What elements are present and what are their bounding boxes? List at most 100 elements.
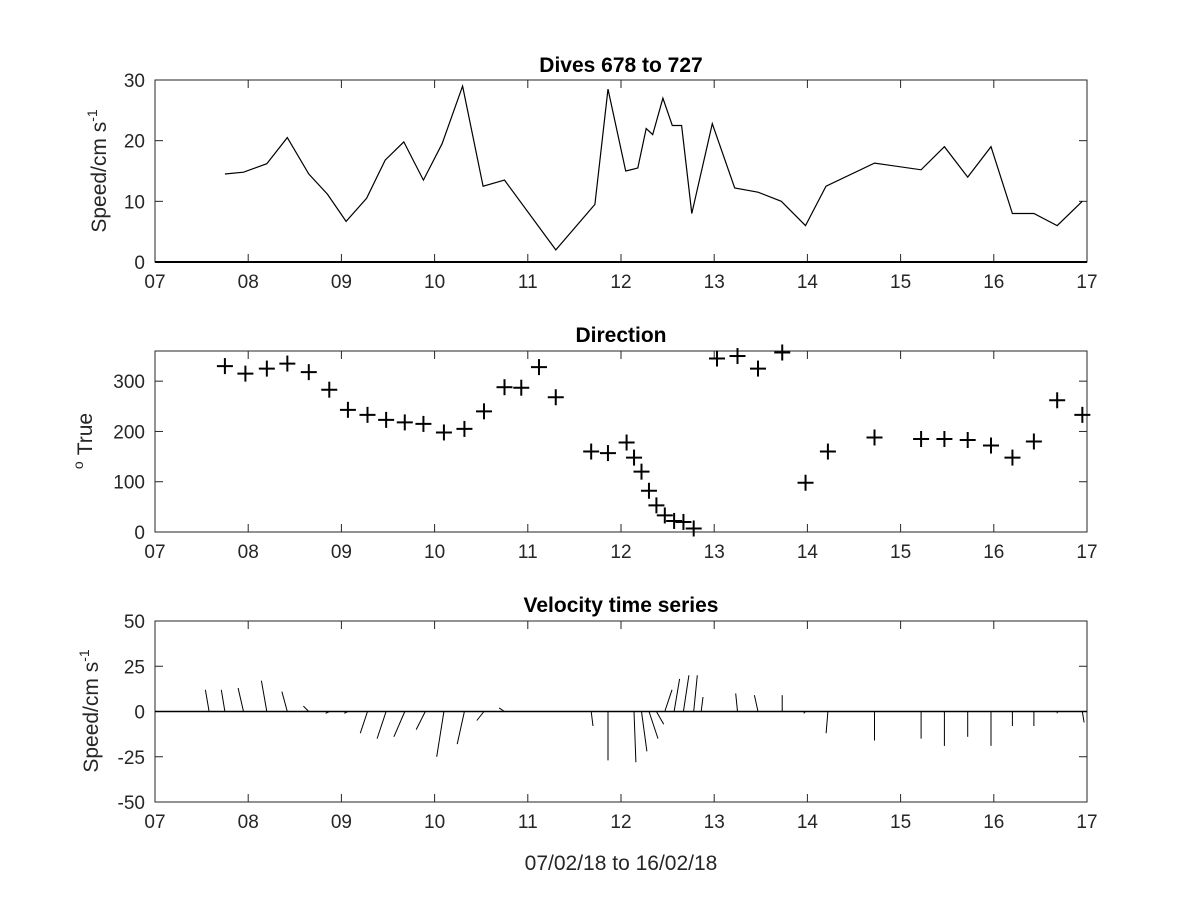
direction-point <box>633 463 650 480</box>
panel-direction-frame <box>154 350 1088 533</box>
velocity-xtick-label: 09 <box>331 812 352 833</box>
direction-xtick-label: 14 <box>797 542 819 563</box>
velocity-stick <box>700 696 704 712</box>
panel-speed: Dives 678 to 727 0 10 20 30 07 08 09 10 11 12 13 1… <box>84 54 1098 293</box>
velocity-stick <box>359 711 368 734</box>
velocity-stick <box>590 711 594 727</box>
velocity-stick <box>641 711 648 752</box>
velocity-stick <box>476 711 485 721</box>
direction-xtick-label: 12 <box>610 542 631 563</box>
direction-point <box>675 513 692 530</box>
direction-point <box>959 431 976 448</box>
panel-velocity-yticks: -50 -25 0 25 50 <box>118 612 1087 814</box>
speed-xtick-label: 09 <box>331 272 352 293</box>
direction-point <box>415 415 432 432</box>
direction-point <box>936 430 953 447</box>
panel-speed-ylabel-sup: -1 <box>84 109 100 122</box>
velocity-ytick-label: 25 <box>124 657 145 678</box>
velocity-stick <box>682 675 690 712</box>
direction-point <box>258 360 275 377</box>
velocity-ytick-label: -50 <box>118 793 145 814</box>
velocity-stick <box>260 680 268 712</box>
velocity-xtick-label: 07 <box>144 812 165 833</box>
velocity-stick <box>633 711 637 763</box>
velocity-stick <box>344 711 349 714</box>
direction-point <box>866 429 883 446</box>
speed-ytick-label: 10 <box>124 192 145 213</box>
panel-direction-ylabel: o True <box>70 413 97 469</box>
velocity-xtick-label: 08 <box>238 812 259 833</box>
velocity-stick <box>281 691 288 712</box>
direction-point <box>819 443 836 460</box>
panel-speed-marks <box>155 83 1087 263</box>
direction-xtick-label: 17 <box>1076 542 1097 563</box>
panel-velocity-title: Velocity time series <box>524 594 719 617</box>
direction-point <box>1004 449 1021 466</box>
velocity-stick <box>803 711 806 714</box>
direction-point <box>1074 406 1091 423</box>
velocity-ytick-label: 50 <box>124 612 145 633</box>
velocity-xtick-label: 17 <box>1076 812 1097 833</box>
velocity-stick <box>1081 711 1085 723</box>
direction-point <box>435 424 452 441</box>
speed-xtick-label: 16 <box>983 272 1004 293</box>
panel-speed-ylabel-main: Speed/cm s <box>88 122 111 233</box>
velocity-stick <box>237 687 244 712</box>
direction-xtick-label: 09 <box>331 542 352 563</box>
direction-point <box>1049 392 1066 409</box>
panel-direction-xticks: 07 08 09 10 11 12 13 14 15 16 17 <box>144 351 1098 563</box>
velocity-ytick-label: 0 <box>134 703 145 724</box>
direction-point <box>300 364 317 381</box>
panel-speed-ylabel: Speed/cm s-1 <box>84 109 111 233</box>
direction-point <box>237 365 254 382</box>
panel-velocity-xlabel: 07/02/18 to 16/02/18 <box>525 852 718 875</box>
speed-series-line <box>224 83 1083 251</box>
speed-xtick-label: 17 <box>1076 272 1097 293</box>
speed-xtick-label: 10 <box>424 272 445 293</box>
direction-ytick-label: 300 <box>113 372 145 393</box>
direction-xtick-label: 07 <box>144 542 165 563</box>
velocity-xtick-label: 13 <box>704 812 725 833</box>
direction-point <box>983 437 1000 454</box>
direction-point <box>339 401 356 418</box>
panel-direction-marks <box>216 344 1091 537</box>
direction-xtick-label: 13 <box>704 542 725 563</box>
velocity-stick <box>693 675 698 712</box>
velocity-stick <box>376 711 387 739</box>
direction-point <box>456 420 473 437</box>
direction-xtick-label: 16 <box>983 542 1004 563</box>
panel-velocity-xticks: 07 08 09 10 11 12 13 14 15 16 17 <box>144 621 1098 833</box>
direction-point <box>685 520 702 537</box>
direction-point <box>708 350 725 367</box>
direction-point <box>396 414 413 431</box>
speed-xtick-label: 07 <box>144 272 165 293</box>
velocity-xtick-label: 14 <box>797 812 819 833</box>
panel-velocity-marks <box>155 675 1087 763</box>
direction-point <box>216 358 233 375</box>
velocity-stick <box>753 695 759 712</box>
velocity-ytick-label: -25 <box>118 748 145 769</box>
speed-xtick-label: 11 <box>518 272 538 293</box>
direction-point <box>530 359 547 376</box>
speed-xtick-label: 12 <box>610 272 631 293</box>
direction-xtick-label: 10 <box>424 542 445 563</box>
velocity-stick <box>655 711 665 725</box>
direction-point <box>648 497 665 514</box>
direction-point <box>1025 433 1042 450</box>
speed-xtick-label: 08 <box>238 272 259 293</box>
direction-point <box>321 381 338 398</box>
speed-xtick-label: 14 <box>797 272 819 293</box>
panel-velocity-ylabel-main: Speed/cm s <box>80 662 103 773</box>
panel-speed-frame <box>154 79 1088 263</box>
velocity-stick <box>415 711 426 730</box>
direction-point <box>496 379 513 396</box>
velocity-stick <box>825 711 829 734</box>
velocity-stick <box>393 711 406 737</box>
panel-velocity-ylabel: Speed/cm s-1 <box>76 649 103 773</box>
velocity-xtick-label: 10 <box>424 812 445 833</box>
speed-xtick-label: 13 <box>704 272 725 293</box>
velocity-stick <box>456 711 465 745</box>
panel-direction: Direction 0 100 200 300 07 08 09 10 11 12 13 14 15 1… <box>70 324 1098 563</box>
direction-point <box>475 403 492 420</box>
